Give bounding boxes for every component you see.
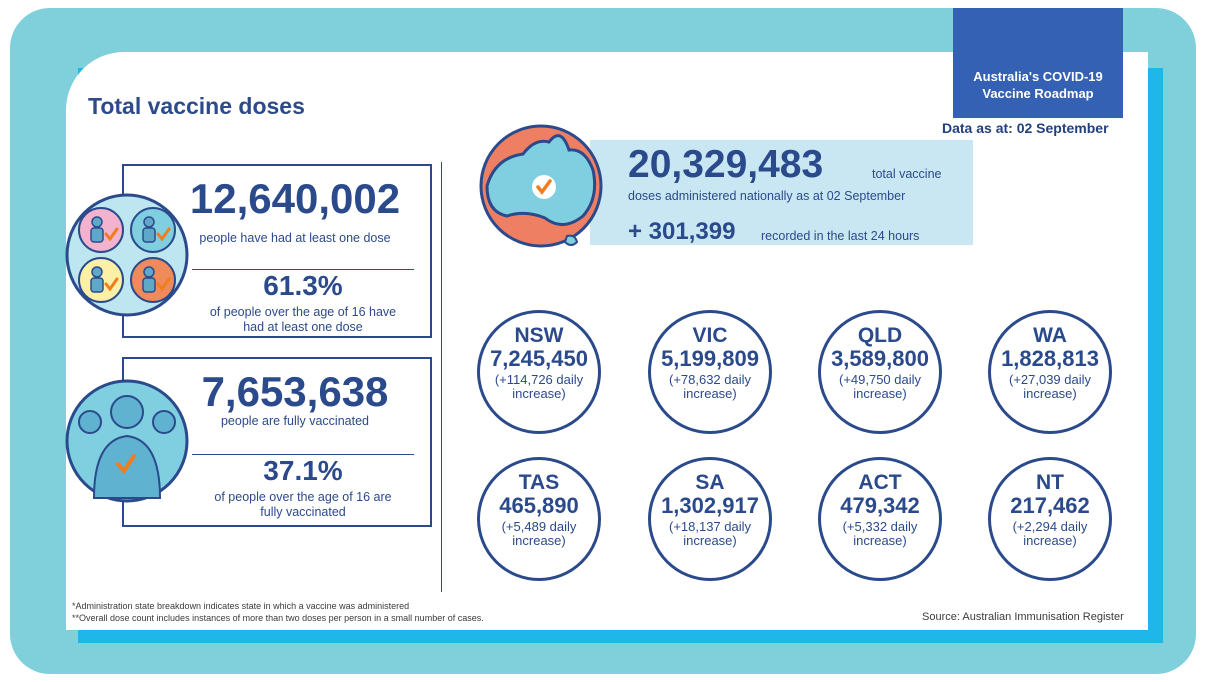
state-name: TAS [518,471,560,494]
roadmap-line1: Australia's COVID-19 [973,69,1103,84]
state-circle-wa: WA 1,828,813 (+27,039 daily increase) [988,310,1112,434]
state-name: VIC [692,324,728,347]
state-increase: (+5,332 daily [842,519,918,534]
state-increase-suffix: increase) [512,533,566,548]
state-increase: (+78,632 daily [668,372,752,387]
first-dose-percent-label-1: of people over the age of 16 have [209,305,397,319]
state-doses: 7,245,450 [490,346,588,371]
roadmap-line2: Vaccine Roadmap [982,86,1094,101]
data-as-at: Data as at: 02 September [942,120,1109,136]
state-circle-nsw: NSW 7,245,450 (+114,726 daily increase) [477,310,601,434]
state-name: NSW [514,324,564,347]
state-doses: 479,342 [840,493,920,518]
source-note: Source: Australian Immunisation Register [922,611,1124,623]
state-doses: 1,302,917 [661,493,759,518]
state-doses: 5,199,809 [661,346,759,371]
roadmap-badge: Australia's COVID-19 Vaccine Roadmap [953,8,1123,118]
national-total-suffix: total vaccine [872,167,942,181]
state-increase: (+18,137 daily [668,519,752,534]
state-doses: 217,462 [1010,493,1090,518]
state-circle-qld: QLD 3,589,800 (+49,750 daily increase) [818,310,942,434]
fully-vaccinated-percent-label-2: fully vaccinated [260,505,346,519]
state-circle-act: ACT 479,342 (+5,332 daily increase) [818,457,942,581]
state-name: QLD [857,324,903,347]
state-increase-suffix: increase) [683,533,737,548]
first-dose-count: 12,640,002 [189,175,401,222]
state-increase: (+5,489 daily [501,519,577,534]
national-daily-label: recorded in the last 24 hours [761,229,920,243]
state-increase-suffix: increase) [1023,533,1077,548]
national-daily: + 301,399 [628,218,736,245]
first-dose-divider [192,269,414,270]
state-increase-suffix: increase) [853,533,907,548]
national-total: 20,329,483 [628,143,824,186]
state-name: ACT [858,471,902,494]
national-total-label: doses administered nationally as at 02 S… [628,189,906,203]
state-name: NT [1036,471,1064,494]
fully-vaccinated-percent-label-1: of people over the age of 16 are [214,490,392,504]
fully-vaccinated-count-label: people are fully vaccinated [220,414,369,428]
state-doses: 465,890 [499,493,579,518]
fully-vaccinated-percent: 37.1% [263,455,343,486]
state-doses: 1,828,813 [1001,346,1099,371]
first-dose-count-label: people have had at least one dose [199,231,391,245]
state-increase-suffix: increase) [683,386,737,401]
national-total-panel [590,140,973,245]
state-increase-suffix: increase) [1023,386,1077,401]
people-group-icon [65,193,189,317]
state-doses: 3,589,800 [831,346,929,371]
fully-vaccinated-count: 7,653,638 [201,368,389,415]
first-dose-box [122,164,432,338]
first-dose-percent: 61.3% [263,270,343,301]
footnote-1: *Administration state breakdown indicate… [72,601,410,611]
australia-map-icon [479,124,603,248]
state-circle-tas: TAS 465,890 (+5,489 daily increase) [477,457,601,581]
state-circle-nt: NT 217,462 (+2,294 daily increase) [988,457,1112,581]
fully-vaccinated-divider [192,454,414,455]
state-circle-sa: SA 1,302,917 (+18,137 daily increase) [648,457,772,581]
fully-vaccinated-crowd-icon [65,379,189,503]
section-divider [441,162,442,592]
state-circle-vic: VIC 5,199,809 (+78,632 daily increase) [648,310,772,434]
state-increase: (+114,726 daily [494,372,584,387]
state-increase-suffix: increase) [512,386,566,401]
state-increase: (+2,294 daily [1012,519,1088,534]
page-title: Total vaccine doses [88,93,305,119]
first-dose-percent-label-2: had at least one dose [243,320,363,334]
state-name: WA [1033,324,1067,347]
state-increase: (+27,039 daily [1008,372,1092,387]
state-increase-suffix: increase) [853,386,907,401]
footnote-2: **Overall dose count includes instances … [72,613,484,623]
state-increase: (+49,750 daily [838,372,922,387]
state-name: SA [695,471,725,494]
